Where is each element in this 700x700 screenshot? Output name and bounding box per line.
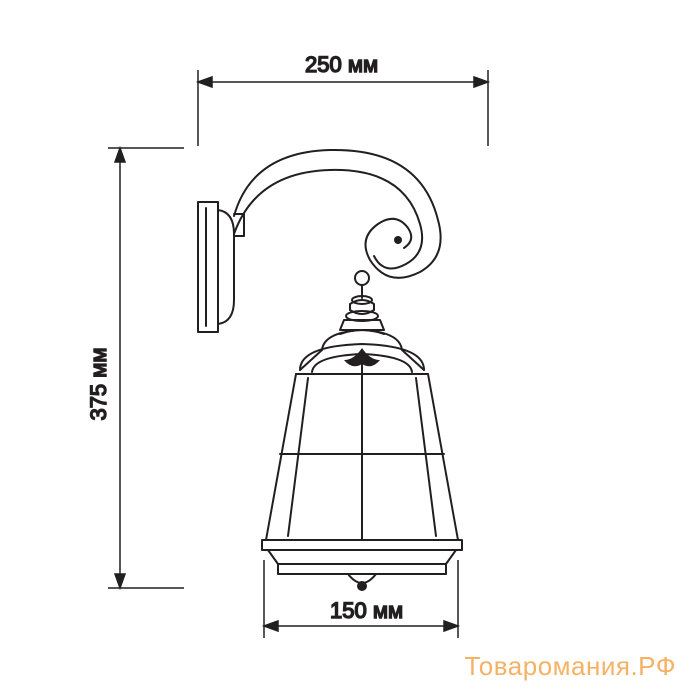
dim-bot: 150 мм: [264, 560, 458, 638]
dim-left: 375 мм: [86, 148, 184, 588]
dim-left-label: 375 мм: [86, 347, 111, 420]
lantern-outline: [198, 150, 462, 590]
lantern-body: [262, 344, 462, 590]
scroll-arm: [234, 150, 441, 278]
watermark-text: Товаромания.РФ: [464, 651, 676, 682]
wall-plate: [198, 202, 234, 332]
dim-top: 250 мм: [198, 52, 488, 146]
dim-top-label: 250 мм: [305, 52, 378, 77]
lantern-dimension-drawing: 250 мм 375 мм 150 мм: [0, 0, 700, 700]
dim-bot-label: 150 мм: [330, 598, 403, 623]
